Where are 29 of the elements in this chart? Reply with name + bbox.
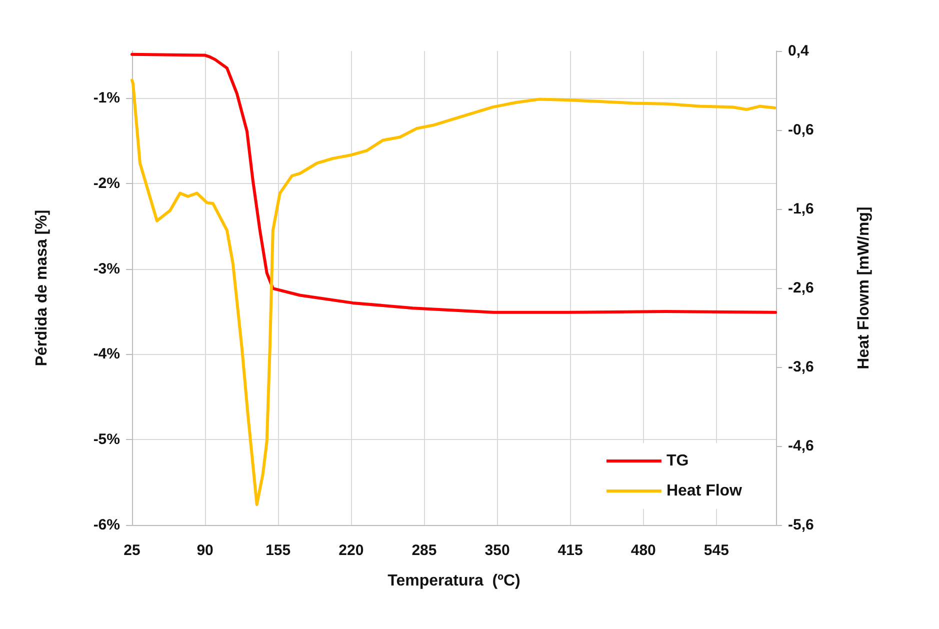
x-tick-label: 155 bbox=[266, 542, 291, 559]
y-tick-label: -5% bbox=[93, 431, 120, 448]
y2-tick-label: -3,6 bbox=[788, 358, 814, 376]
y2-axis-title: Heat Flowm [mW/mg] bbox=[856, 206, 872, 370]
x-axis-title: Temperatura (ºC) bbox=[388, 572, 520, 590]
line-series bbox=[130, 52, 778, 314]
y-tick-label: -4% bbox=[93, 346, 120, 363]
x-tick-label: 480 bbox=[630, 542, 656, 559]
y-axis-title: Pérdida de masa [%] bbox=[34, 210, 50, 366]
x-tick-label: 285 bbox=[412, 542, 437, 559]
y-tick-label: -2% bbox=[93, 174, 120, 192]
line-series bbox=[130, 78, 776, 506]
x-tick-label: 415 bbox=[558, 542, 583, 559]
y2-tick-label: -0,6 bbox=[788, 122, 814, 138]
y2-tick-label: -5,6 bbox=[788, 516, 814, 534]
legend-label: TG bbox=[666, 452, 689, 470]
y-tick-label: -3% bbox=[93, 260, 120, 278]
x-tick-label: 90 bbox=[196, 542, 214, 559]
x-tick-label: 25 bbox=[124, 542, 140, 559]
x-tick-label: 545 bbox=[704, 542, 729, 559]
x-tick-label: 350 bbox=[484, 542, 510, 559]
y2-tick-label: 0,4 bbox=[788, 42, 810, 60]
y-tick-label: -1% bbox=[93, 89, 120, 106]
y2-tick-label: -1,6 bbox=[788, 200, 814, 218]
y2-tick-label: -4,6 bbox=[788, 438, 814, 454]
y2-tick-label: -2,6 bbox=[788, 280, 814, 296]
y-tick-label: -6% bbox=[93, 516, 120, 534]
legend-label: Heat Flow bbox=[666, 482, 743, 500]
x-tick-label: 220 bbox=[338, 542, 364, 559]
